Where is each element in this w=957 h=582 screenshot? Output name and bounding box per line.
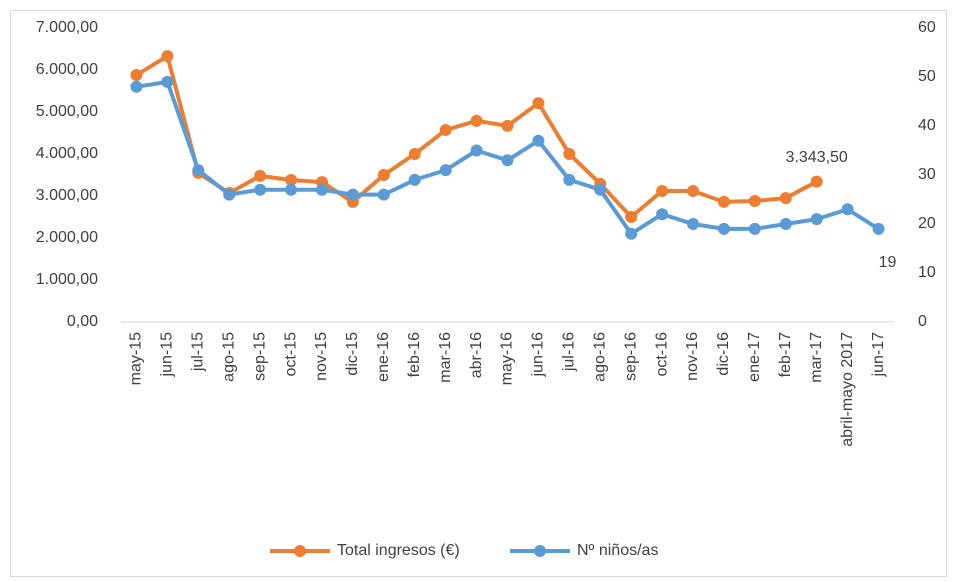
point (254, 183, 267, 196)
y2-tick-label: 30 (918, 166, 936, 183)
y-tick-label: 2.000,00 (36, 229, 98, 246)
y-tick-label: 4.000,00 (36, 145, 98, 162)
point (377, 169, 390, 181)
point (130, 80, 143, 93)
point (161, 50, 174, 63)
x-tick-label: jun-16 (530, 332, 547, 378)
x-tick-label: ene-17 (746, 332, 763, 382)
point (625, 211, 638, 223)
x-tick-label: mar-17 (808, 332, 825, 383)
point (346, 188, 359, 201)
x-tick-label: jul-16 (561, 332, 578, 372)
x-tick-label: oct-16 (653, 332, 670, 377)
chart-border (10, 10, 947, 577)
x-tick-label: feb-17 (777, 332, 794, 377)
point (501, 119, 514, 132)
y2-tick-label: 20 (918, 215, 936, 232)
y-tick-label: 5.000,00 (36, 103, 98, 120)
x-tick-label: nov-15 (313, 332, 330, 381)
point (810, 213, 823, 226)
point (748, 195, 761, 208)
data-label: 19 (879, 254, 897, 271)
point (532, 134, 545, 147)
point (594, 183, 607, 196)
y2-tick-label: 50 (918, 68, 936, 85)
point (408, 173, 421, 186)
point (656, 184, 669, 197)
point (779, 218, 792, 230)
y2-tick-label: 60 (918, 19, 936, 36)
point (717, 195, 730, 208)
point (439, 124, 452, 137)
x-tick-label: jun-17 (870, 332, 887, 378)
legend-label: Nº niños/as (577, 542, 658, 559)
x-tick-label: may-15 (128, 332, 145, 385)
x-tick-label: dic-16 (715, 332, 732, 376)
point (625, 227, 638, 240)
x-tick-label: jun-15 (159, 332, 176, 378)
point (377, 188, 390, 201)
x-tick-label: sep-16 (622, 332, 639, 381)
x-tick-label: dic-15 (344, 332, 361, 376)
x-tick-label: feb-16 (406, 332, 423, 377)
point (408, 148, 421, 160)
point (439, 164, 452, 177)
legend-marker (294, 545, 306, 557)
point (872, 222, 885, 235)
point (223, 188, 236, 201)
point (717, 222, 730, 235)
y-tick-label: 1.000,00 (36, 271, 98, 288)
y-tick-label: 0,00 (67, 313, 98, 330)
point (779, 192, 792, 205)
x-tick-label: mar-16 (437, 332, 454, 383)
point (192, 164, 205, 177)
point (161, 75, 174, 88)
x-tick-label: nov-16 (684, 332, 701, 381)
point (563, 173, 576, 186)
point (532, 97, 545, 110)
point (810, 175, 823, 188)
y2-tick-label: 0 (918, 313, 927, 330)
point (841, 203, 854, 216)
point (687, 218, 700, 230)
point (501, 154, 514, 167)
point (130, 69, 143, 82)
legend-label: Total ingresos (€) (337, 542, 460, 559)
x-tick-label: oct-15 (282, 332, 299, 377)
x-tick-label: sep-15 (251, 332, 268, 381)
point (563, 148, 576, 160)
x-tick-label: abr-16 (468, 332, 485, 378)
y-tick-label: 6.000,00 (36, 61, 98, 78)
point (470, 144, 483, 157)
point (254, 169, 267, 182)
x-tick-label: abril-mayo 2017 (839, 332, 856, 447)
point (285, 174, 298, 187)
legend-marker (534, 545, 546, 557)
x-tick-label: may-16 (499, 332, 516, 385)
point (285, 183, 298, 196)
point (656, 208, 669, 221)
y2-tick-label: 40 (918, 117, 936, 134)
x-tick-label: ago-15 (220, 332, 237, 382)
point (687, 184, 700, 197)
point (748, 222, 761, 235)
x-tick-label: jul-15 (190, 332, 207, 372)
y2-tick-label: 10 (918, 264, 936, 281)
y-tick-label: 3.000,00 (36, 187, 98, 204)
point (315, 183, 328, 196)
y-tick-label: 7.000,00 (36, 19, 98, 36)
x-tick-label: ago-16 (591, 332, 608, 382)
point (470, 114, 483, 127)
data-label: 3.343,50 (786, 149, 848, 166)
x-tick-label: ene-16 (375, 332, 392, 382)
